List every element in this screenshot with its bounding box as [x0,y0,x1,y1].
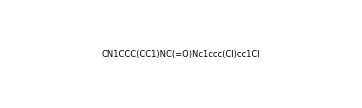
Text: CN1CCC(CC1)NC(=O)Nc1ccc(Cl)cc1Cl: CN1CCC(CC1)NC(=O)Nc1ccc(Cl)cc1Cl [102,49,260,59]
